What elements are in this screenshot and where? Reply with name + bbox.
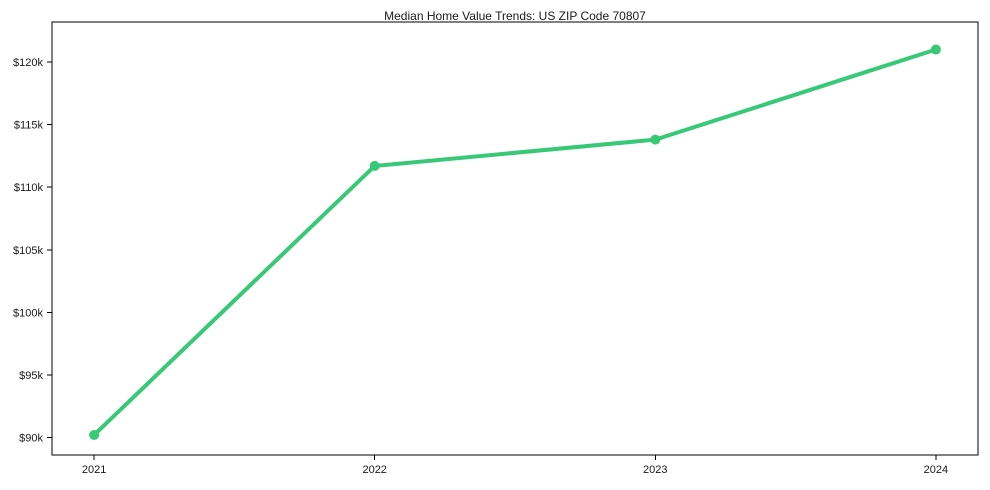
data-point-marker: [930, 44, 941, 55]
x-tick-label: 2024: [924, 464, 948, 476]
y-tick-label: $100k: [13, 307, 43, 319]
chart-title: Median Home Value Trends: US ZIP Code 70…: [384, 9, 646, 23]
x-ticks-group: 2021 2022 2023 2024: [82, 455, 948, 476]
data-point-marker: [650, 134, 661, 145]
data-point-marker: [369, 160, 380, 171]
y-tick-label: $115k: [14, 120, 44, 132]
x-tick-label: 2022: [362, 464, 386, 476]
y-tick-label: $105k: [13, 245, 43, 257]
data-point-marker: [89, 429, 100, 440]
y-ticks-group: $90k $95k $100k $105k $110k $115k $120k: [13, 57, 52, 444]
y-tick-label: $95k: [19, 370, 43, 382]
series-line: [92, 47, 938, 437]
series-group: [89, 44, 941, 440]
x-tick-label: 2021: [82, 464, 106, 476]
y-tick-label: $120k: [13, 57, 43, 69]
x-tick-label: 2023: [643, 464, 667, 476]
y-tick-label: $90k: [19, 432, 43, 444]
y-tick-label: $110k: [14, 182, 44, 194]
plot-area-border: [51, 21, 979, 456]
